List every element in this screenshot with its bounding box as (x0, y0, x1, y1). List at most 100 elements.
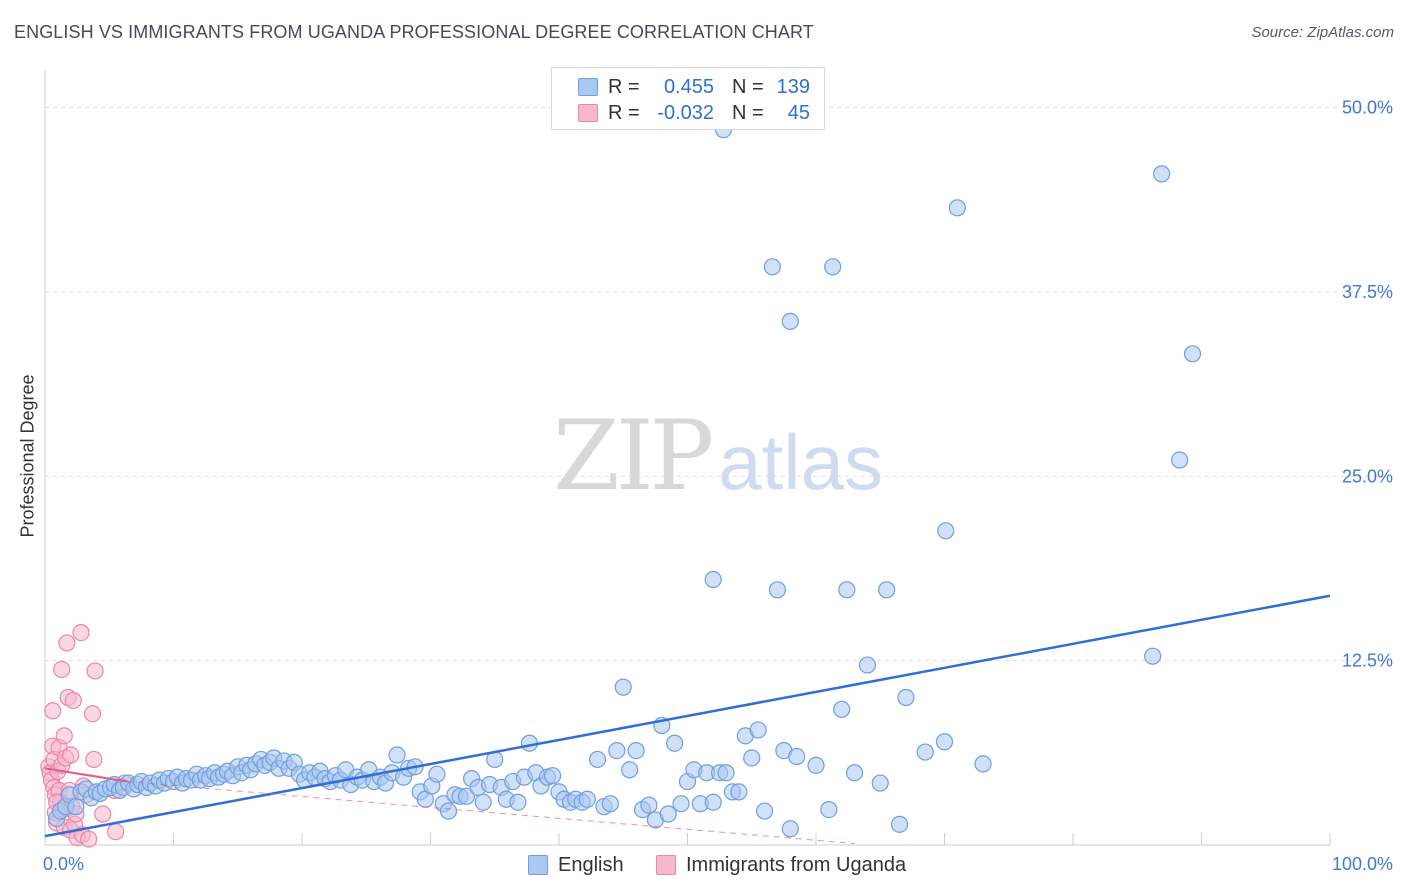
uganda-point-37 (85, 750, 103, 769)
english-point-106 (601, 795, 620, 813)
english-point-129 (749, 721, 767, 739)
english-point-135 (820, 800, 838, 819)
english-point-124 (717, 764, 735, 782)
english-point-104 (588, 750, 607, 769)
uganda-point-27 (64, 691, 82, 710)
english-point-138 (858, 656, 877, 674)
axes (44, 70, 1331, 846)
english-point-97 (543, 767, 562, 785)
trend-lines (44, 594, 1331, 845)
legend-row-uganda: R = -0.032 N = 45 (578, 100, 810, 126)
english-point-112 (640, 796, 658, 814)
english-point-70 (388, 746, 406, 764)
english-point-107 (608, 741, 626, 760)
english-point-77 (428, 765, 446, 783)
r-label: R = (608, 101, 640, 124)
y-tick-label-2: 37.5% (1342, 282, 1393, 302)
english-point-145 (948, 199, 966, 217)
uganda-point-35 (80, 830, 98, 848)
english-point-4 (67, 798, 85, 816)
uganda-swatch (578, 104, 598, 122)
english-point-139 (871, 774, 889, 792)
english-point-147 (1153, 165, 1171, 183)
english-point-117 (672, 795, 690, 813)
english-point-141 (897, 688, 915, 707)
uganda-point-24 (62, 746, 80, 764)
r-value: -0.032 (657, 101, 714, 124)
correlation-legend: R = 0.455 N = 139 R = -0.032 N = 45 (551, 67, 825, 130)
uganda-point-20 (58, 634, 76, 652)
english-point-126 (730, 783, 748, 801)
english-point-82 (457, 787, 476, 805)
n-label: N = (732, 101, 764, 124)
n-value: 139 (776, 75, 810, 98)
uganda-point-38 (86, 662, 104, 680)
source-credit: Source: ZipAtlas.com (1251, 24, 1394, 41)
english-point-91 (509, 793, 527, 811)
legend-row-english: R = 0.455 N = 139 (578, 74, 810, 100)
bottom-legend-english[interactable]: English (528, 852, 624, 878)
bottom-legend-uganda[interactable]: Immigrants from Uganda (656, 852, 906, 878)
english-point-155 (768, 581, 787, 599)
uganda-point-3 (44, 702, 62, 720)
english-point-132 (781, 820, 799, 838)
watermark-atlas: atlas (718, 418, 883, 506)
chart-title: ENGLISH VS IMMIGRANTS FROM UGANDA PROFES… (14, 22, 814, 42)
english-trend-line (44, 594, 1331, 838)
english-point-122 (704, 793, 722, 811)
uganda-point-14 (53, 660, 71, 679)
english-point-157 (878, 581, 896, 599)
english-point-116 (666, 734, 684, 752)
english-point-156 (838, 581, 856, 599)
tick-labels: 12.5% 25.0% 37.5% 50.0% 0.0% 100.0% (43, 98, 1393, 875)
n-label: N = (732, 75, 764, 98)
r-label: R = (608, 75, 640, 98)
uganda-point-42 (107, 823, 125, 841)
english-point-109 (621, 761, 639, 779)
english-point-130 (755, 802, 774, 820)
x-tick-label-1: 100.0% (1332, 854, 1393, 874)
uganda-point-36 (83, 705, 102, 723)
uganda-point-31 (72, 623, 90, 642)
english-swatch (578, 78, 598, 96)
english-point-108 (614, 678, 632, 696)
english-point-133 (788, 747, 806, 766)
english-point-154 (704, 570, 722, 589)
n-value: 45 (787, 101, 810, 124)
english-point-151 (781, 312, 799, 330)
english-point-136 (833, 700, 851, 718)
english-point-115 (659, 805, 677, 823)
english-point-152 (824, 258, 842, 276)
english-point-146 (1144, 647, 1162, 665)
english-point-110 (627, 741, 645, 760)
english-point-79 (439, 802, 458, 820)
y-axis-label: Professional Degree (17, 374, 38, 538)
english-point-134 (807, 756, 825, 774)
watermark: ZIP atlas (553, 400, 883, 512)
y-tick-label-1: 25.0% (1342, 466, 1393, 486)
uganda-swatch (656, 855, 676, 875)
uganda-point-17 (55, 727, 73, 745)
watermark-zip: ZIP (553, 400, 714, 512)
r-value: 0.455 (663, 75, 714, 98)
y-tick-label-0: 12.5% (1342, 651, 1393, 671)
english-point-103 (578, 790, 596, 808)
english-point-158 (937, 522, 955, 540)
english-point-142 (916, 743, 934, 761)
english-swatch (528, 855, 548, 875)
series-english (47, 121, 1202, 838)
english-point-140 (890, 815, 909, 833)
uganda-point-40 (94, 805, 112, 823)
english-point-149 (1183, 345, 1202, 363)
legend-label-english: English (558, 853, 624, 876)
english-point-128 (743, 749, 761, 767)
x-tick-label-0: 0.0% (43, 854, 84, 874)
english-point-148 (1171, 451, 1189, 469)
uganda-trend-line (44, 767, 128, 783)
english-point-137 (845, 764, 864, 782)
legend-label-uganda: Immigrants from Uganda (686, 853, 907, 876)
english-point-144 (974, 755, 992, 773)
uganda-trend-extension (127, 781, 855, 845)
english-point-143 (935, 733, 954, 751)
